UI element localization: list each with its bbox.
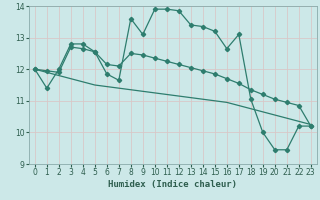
X-axis label: Humidex (Indice chaleur): Humidex (Indice chaleur)	[108, 180, 237, 189]
